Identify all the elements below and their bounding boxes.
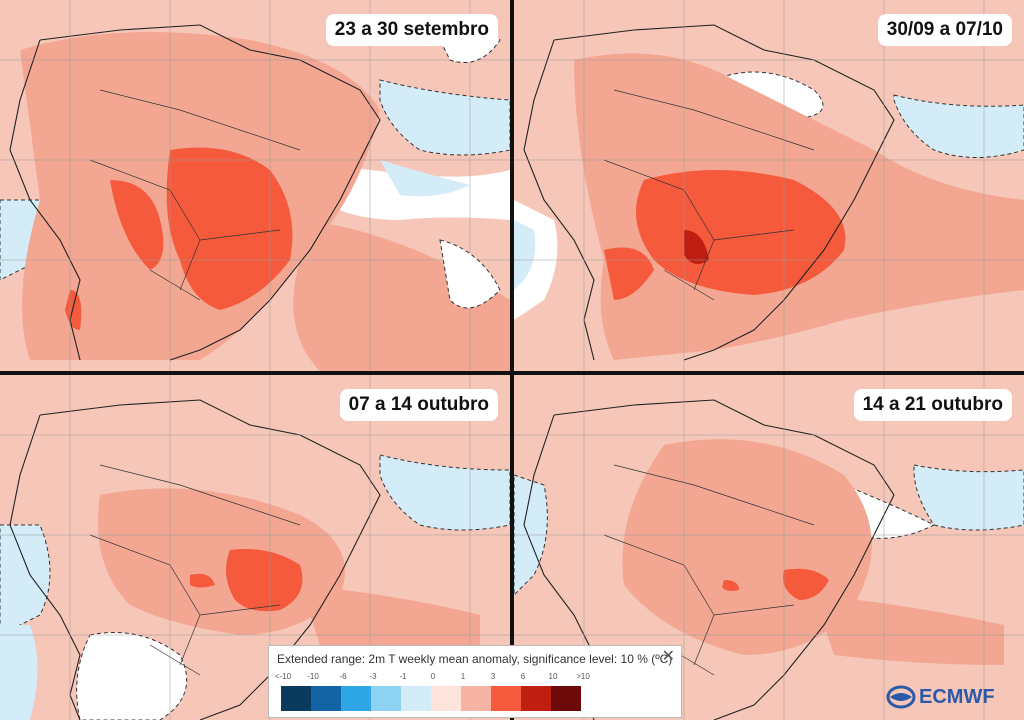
ecmwf-logo-icon	[886, 685, 916, 709]
legend-tick: -10	[307, 672, 319, 681]
legend-swatch-5	[431, 686, 461, 711]
ecmwf-logo: ECMWF	[886, 684, 995, 710]
week-label: 14 a 21 outubro	[853, 389, 1012, 421]
map-panel-week-1: 23 a 30 setembro	[0, 0, 510, 371]
legend-tick: 1	[460, 672, 466, 681]
legend-swatch-8	[521, 686, 551, 711]
legend-swatch-7	[491, 686, 521, 711]
week-label: 30/09 a 07/10	[877, 14, 1012, 46]
graticule	[514, 375, 1024, 720]
map-panel-week-2: 30/09 a 07/10	[514, 0, 1024, 371]
legend-swatch-1	[311, 686, 341, 711]
legend-tick: 0	[430, 672, 436, 681]
close-icon[interactable]: ✕	[661, 648, 675, 665]
legend-tick: <-10	[274, 672, 292, 681]
legend-ticks: <-10 -10 -6 -3 -1 0 1 3 6 10 >10	[275, 672, 675, 684]
logo-text: ECMWF	[919, 685, 995, 708]
legend-swatch-6	[461, 686, 491, 711]
anomaly-map-week-1	[0, 0, 510, 371]
anomaly-map-week-3	[0, 375, 510, 720]
legend-tick: -6	[339, 672, 347, 681]
legend-tick: -1	[399, 672, 407, 681]
legend-swatch-2	[341, 686, 371, 711]
legend-colorbar	[281, 686, 581, 711]
anomaly-map-week-4	[514, 375, 1024, 720]
legend-swatch-0	[281, 686, 311, 711]
week-label: 07 a 14 outubro	[339, 389, 498, 421]
legend-title: Extended range: 2m T weekly mean anomaly…	[277, 652, 673, 666]
legend-tick: -3	[369, 672, 377, 681]
legend-swatch-4	[401, 686, 431, 711]
legend: Extended range: 2m T weekly mean anomaly…	[268, 645, 682, 718]
legend-tick: 6	[520, 672, 526, 681]
legend-swatch-3	[371, 686, 401, 711]
legend-swatch-9	[551, 686, 581, 711]
graticule	[514, 0, 1024, 371]
anomaly-map-week-2	[514, 0, 1024, 371]
legend-tick: 3	[490, 672, 496, 681]
week-label: 23 a 30 setembro	[325, 14, 498, 46]
legend-tick: 10	[548, 672, 558, 681]
legend-tick: >10	[576, 672, 590, 681]
